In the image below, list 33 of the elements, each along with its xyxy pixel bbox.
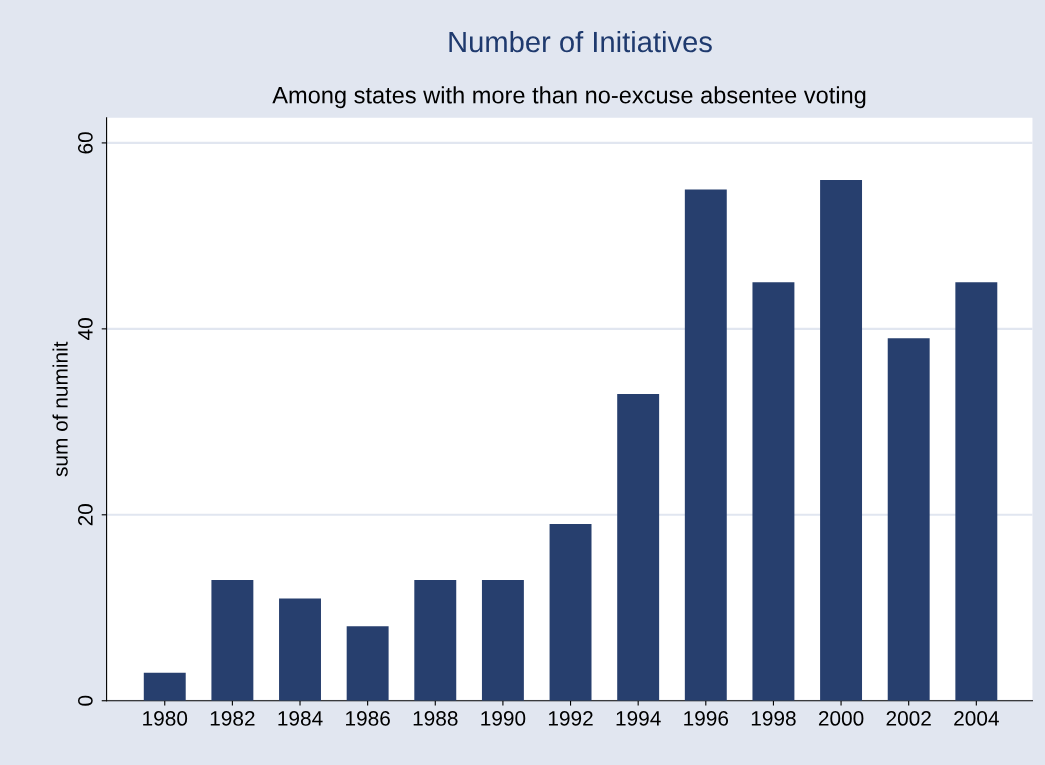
- x-tick-label: 1986: [346, 711, 390, 726]
- bar: [752, 282, 795, 701]
- x-tick-label: 1998: [751, 711, 796, 726]
- x-tick-label: 1988: [413, 711, 458, 726]
- chart-title: Number of Initiatives: [449, 30, 712, 53]
- x-tick-label: 1990: [481, 711, 526, 726]
- y-axis-title: sum of numinit: [52, 341, 68, 477]
- bar: [279, 598, 321, 701]
- y-tick-label: 40: [78, 318, 93, 340]
- x-tick-label: 2002: [886, 711, 931, 726]
- y-tick-label: 20: [78, 504, 93, 526]
- x-tick-label: 1996: [684, 711, 729, 726]
- bar: [549, 524, 592, 701]
- bar: [887, 338, 930, 701]
- bar: [617, 393, 660, 701]
- bar: [955, 282, 998, 701]
- x-tick-label: 1994: [616, 711, 661, 726]
- y-tick-label: 0: [78, 695, 93, 706]
- y-tick-label: 60: [78, 132, 93, 154]
- bar: [414, 579, 457, 701]
- chart-subtitle: Among states with more than no-excuse absentee voting: [272, 86, 866, 109]
- x-tick-label: 1982: [210, 711, 255, 726]
- bar: [481, 579, 524, 701]
- bar: [143, 672, 186, 701]
- bar: [684, 189, 727, 701]
- x-tick-label: 2000: [818, 711, 864, 726]
- bar: [820, 180, 863, 701]
- x-tick-label: 1992: [548, 711, 593, 726]
- x-tick-label: 1980: [143, 711, 188, 726]
- bar: [346, 626, 389, 701]
- x-tick-label: 1984: [278, 711, 323, 726]
- bar: [211, 579, 254, 701]
- x-tick-label: 2004: [954, 711, 999, 726]
